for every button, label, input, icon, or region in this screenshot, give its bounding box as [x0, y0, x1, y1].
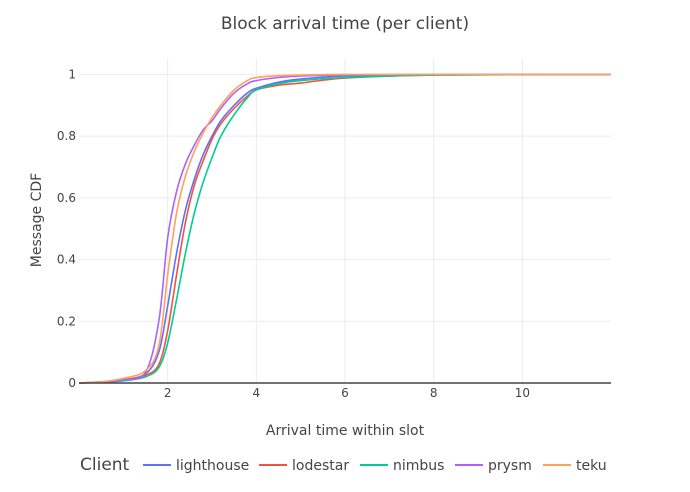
series-line-teku[interactable]: [78, 73, 611, 384]
y-tick-label: 1: [68, 67, 76, 81]
series-line-lighthouse[interactable]: [78, 73, 612, 384]
y-tick-label: 0.2: [57, 314, 76, 328]
legend-item-teku[interactable]: teku: [543, 458, 607, 474]
x-tick-label: 6: [341, 386, 349, 400]
legend-item-prysm[interactable]: prysm: [455, 458, 532, 474]
y-tick-label: 0: [68, 376, 76, 390]
series-line-nimbus[interactable]: [78, 73, 612, 384]
x-tick-label: 2: [164, 386, 172, 400]
tick-layer: 2 4 6 8 10 0 0.2 0.4 0.6 0.8 1: [57, 67, 530, 400]
series-line-lodestar[interactable]: [78, 73, 612, 384]
legend-label: lighthouse: [176, 458, 249, 474]
legend-label: lodestar: [292, 458, 349, 474]
legend-label: prysm: [488, 458, 532, 474]
legend-title: Client: [80, 455, 130, 475]
series-layer: [78, 73, 612, 384]
grid-layer: [79, 59, 611, 383]
x-axis-title: Arrival time within slot: [266, 423, 425, 439]
legend-item-nimbus[interactable]: nimbus: [360, 458, 444, 474]
legend-item-lodestar[interactable]: lodestar: [259, 458, 349, 474]
y-tick-label: 0.8: [57, 129, 76, 143]
legend-item-lighthouse[interactable]: lighthouse: [143, 458, 249, 474]
x-tick-label: 4: [253, 386, 261, 400]
x-tick-label: 10: [515, 386, 530, 400]
y-tick-label: 0.4: [57, 253, 76, 267]
legend-label: teku: [576, 458, 607, 474]
y-axis-title: Message CDF: [29, 173, 45, 267]
legend[interactable]: Client lighthouse lodestar nimbus prysm teku: [80, 455, 607, 475]
chart-title: Block arrival time (per client): [221, 14, 469, 34]
y-tick-label: 0.6: [57, 191, 76, 205]
legend-label: nimbus: [393, 458, 444, 474]
x-tick-label: 8: [430, 386, 438, 400]
